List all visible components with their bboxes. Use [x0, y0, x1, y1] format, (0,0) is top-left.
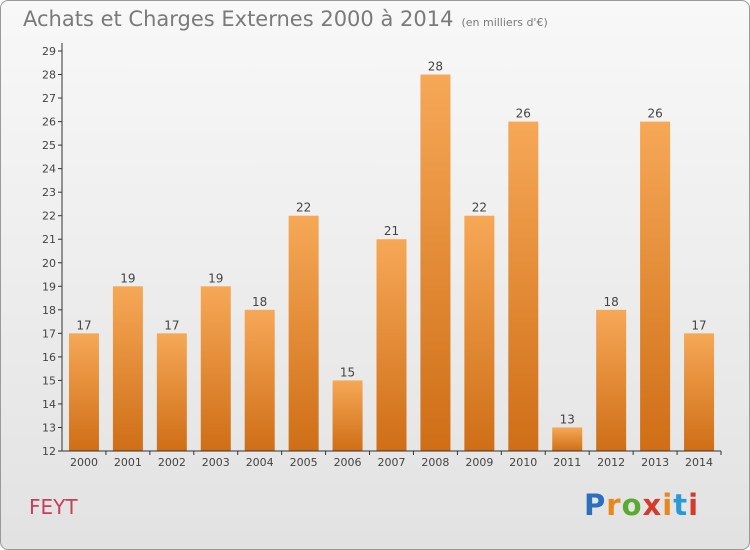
bar-2004: [244, 309, 275, 451]
data-label-2006: 15: [340, 365, 355, 379]
x-tick-label-2002: 2002: [158, 456, 186, 469]
chart-subtitle: (en milliers d'€): [461, 16, 548, 29]
bar-2012: [596, 309, 627, 451]
bar-2001: [112, 286, 143, 451]
bar-2000: [68, 333, 99, 451]
logo-letter: t: [673, 488, 689, 522]
bar-2005: [288, 215, 319, 451]
y-tick-label: 20: [42, 257, 56, 270]
bar-2009: [464, 215, 495, 451]
x-tick-label-2014: 2014: [685, 456, 713, 469]
data-label-2000: 17: [76, 318, 91, 332]
x-tick-label-2003: 2003: [202, 456, 230, 469]
data-label-2011: 13: [560, 412, 575, 426]
data-label-2007: 21: [384, 224, 399, 238]
data-label-2010: 26: [516, 107, 531, 121]
commune-name: FEYT: [29, 495, 78, 519]
y-tick-label: 24: [42, 163, 56, 176]
y-tick-label: 23: [42, 186, 56, 199]
chart-title-text: Achats et Charges Externes 2000 à 2014: [23, 7, 454, 31]
bar-2010: [508, 121, 539, 452]
x-tick-label-2013: 2013: [641, 456, 669, 469]
data-label-2008: 28: [428, 60, 443, 74]
logo-letter: r: [606, 488, 622, 522]
bar-2008: [420, 74, 451, 451]
x-tick-label-2005: 2005: [290, 456, 318, 469]
data-label-2002: 17: [164, 318, 179, 332]
data-label-2009: 22: [472, 201, 487, 215]
data-label-2013: 26: [647, 107, 662, 121]
y-tick-label: 14: [42, 398, 56, 411]
proxiti-logo: Proxiti: [584, 488, 699, 522]
bar-2006: [332, 380, 363, 451]
x-tick-label-2008: 2008: [421, 456, 449, 469]
axes: 12 13 14 15 16 17 18 19 20 21 22 23 24 25 26 27 28 29: [42, 43, 722, 458]
y-tick-label: 16: [42, 351, 56, 364]
logo-letter: x: [642, 488, 663, 522]
y-tick-label: 25: [42, 139, 56, 152]
bar-2002: [156, 333, 187, 451]
logo-letter: P: [584, 488, 607, 522]
x-tick-label-2000: 2000: [70, 456, 98, 469]
y-tick-label: 17: [42, 327, 56, 340]
data-label-2014: 17: [691, 318, 706, 332]
y-tick-label: 18: [42, 304, 56, 317]
y-tick-label: 26: [42, 116, 56, 129]
y-tick-label: 21: [42, 233, 56, 246]
x-tick-label-2004: 2004: [246, 456, 274, 469]
y-tick-label: 28: [42, 69, 56, 82]
x-tick-label-2007: 2007: [378, 456, 406, 469]
bar-2003: [200, 286, 231, 451]
y-tick-label: 19: [42, 280, 56, 293]
y-tick-label: 13: [42, 421, 56, 434]
bar-2013: [640, 121, 671, 452]
x-tick-label-2006: 2006: [334, 456, 362, 469]
x-tick-label-2001: 2001: [114, 456, 142, 469]
data-label-2012: 18: [604, 295, 619, 309]
x-tick-label-2009: 2009: [465, 456, 493, 469]
data-label-2005: 22: [296, 201, 311, 215]
y-tick-label: 22: [42, 210, 56, 223]
labels: 2000 17 2001 19 2002 17 2003 19 2004 18 2005 22 2006…: [70, 60, 713, 469]
data-label-2004: 18: [252, 295, 267, 309]
logo-letter: o: [621, 488, 643, 522]
bar-2007: [376, 239, 407, 451]
y-tick-label: 29: [42, 45, 56, 58]
x-tick-label-2010: 2010: [509, 456, 537, 469]
chart-title: Achats et Charges Externes 2000 à 2014 (e…: [23, 7, 548, 31]
x-tick-label-2011: 2011: [553, 456, 581, 469]
y-tick-label: 15: [42, 374, 56, 387]
data-label-2001: 19: [120, 271, 135, 285]
logo-letter: i: [662, 488, 674, 522]
x-tick-label-2012: 2012: [597, 456, 625, 469]
logo-letter: i: [688, 488, 700, 522]
bar-2014: [684, 333, 715, 451]
y-tick-label: 12: [42, 445, 56, 458]
bars: [68, 74, 715, 452]
y-tick-label: 27: [42, 92, 56, 105]
data-label-2003: 19: [208, 271, 223, 285]
bar-2011: [552, 427, 583, 451]
